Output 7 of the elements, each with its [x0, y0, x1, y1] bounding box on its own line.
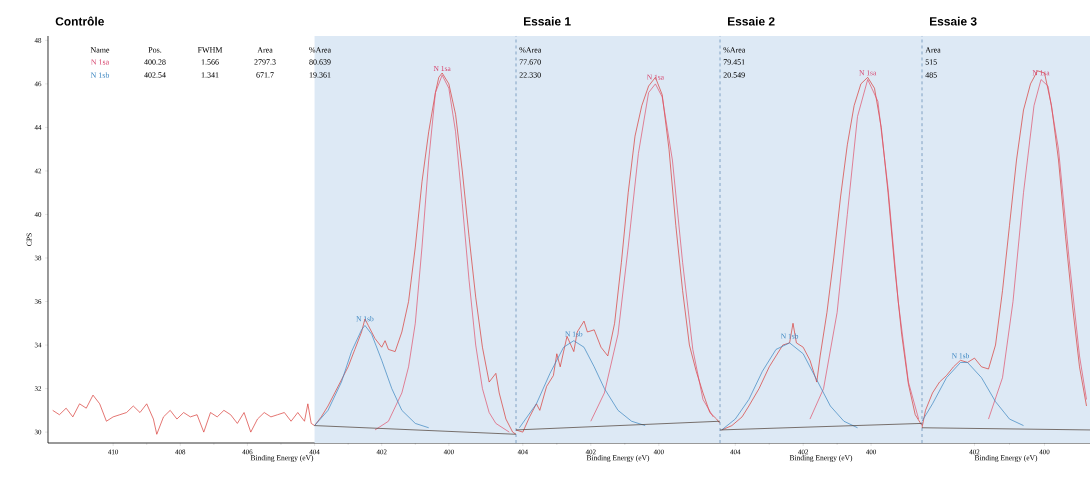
line-series	[374, 74, 510, 433]
line-series	[314, 325, 430, 429]
chart-title: Contrôle	[55, 16, 104, 26]
chart-title: Essaie 1	[524, 16, 571, 26]
chart-title: Essaie 2	[728, 16, 775, 26]
chart-title: Essaie 3	[930, 16, 977, 26]
line-series	[52, 72, 517, 435]
